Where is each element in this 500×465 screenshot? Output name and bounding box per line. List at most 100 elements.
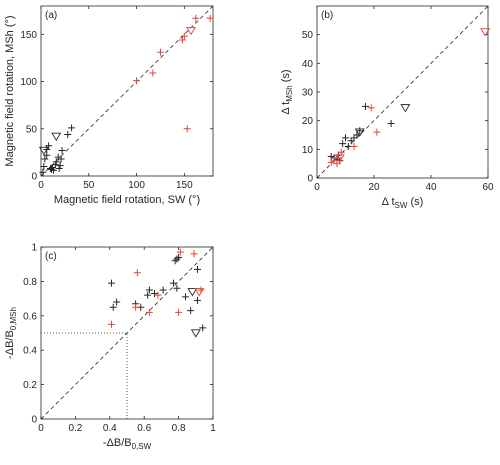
data-point-plus-red: [206, 14, 214, 22]
y-axis-label: Δ tMSh (s): [280, 69, 294, 114]
data-point-plus-red: [327, 158, 335, 166]
x-tick-label: 0.8: [172, 423, 186, 434]
x-tick-label: 60: [482, 182, 494, 193]
data-point-plus-black: [199, 324, 207, 332]
data-point-plus-red: [180, 32, 188, 40]
data-point-triangle-red: [334, 154, 345, 163]
data-point-plus-black: [51, 161, 59, 169]
data-point-plus-black: [194, 265, 202, 273]
y-tick-label: 0: [31, 172, 37, 183]
data-point-plus-black: [64, 130, 72, 138]
x-tick-label: 150: [176, 180, 193, 191]
y-tick-label: 100: [20, 77, 37, 88]
data-point-plus-black: [151, 289, 159, 297]
data-point-plus-black: [49, 166, 57, 174]
data-point-plus-red: [330, 157, 338, 165]
data-point-plus-black: [58, 147, 66, 154]
data-point-plus-black: [113, 298, 121, 306]
data-point-triangle-black: [400, 104, 411, 113]
data-point-plus-black: [68, 124, 76, 132]
data-point-triangle-red: [186, 26, 197, 36]
data-point-plus-red: [176, 248, 184, 256]
data-point-plus-black: [144, 291, 152, 299]
x-tick-label: 0.2: [68, 423, 82, 434]
x-tick-label: 0: [38, 423, 44, 434]
y-tick-label: 30: [302, 88, 314, 99]
data-point-triangle-red: [194, 288, 205, 297]
reference-line-diagonal: [316, 5, 489, 179]
reference-line-diagonal: [40, 5, 214, 177]
x-tick-label: 1: [210, 423, 216, 434]
y-tick-label: 0.2: [23, 380, 37, 391]
data-point-plus-black: [187, 307, 195, 315]
y-tick-label: 10: [302, 145, 314, 156]
x-tick-label: 0.4: [103, 423, 117, 434]
data-point-plus-red: [373, 128, 381, 136]
data-point-triangle-red: [480, 28, 491, 37]
data-point-plus-black: [108, 279, 116, 287]
y-tick-label: 20: [302, 116, 314, 127]
panel-label: (a): [45, 10, 57, 21]
x-tick-label: 0.6: [137, 423, 151, 434]
axes-frame: [40, 246, 214, 420]
y-tick-label: 50: [26, 124, 38, 135]
data-point-plus-red: [133, 77, 141, 85]
data-point-plus-red: [334, 154, 342, 162]
data-point-plus-red: [156, 48, 164, 56]
data-point-plus-black: [40, 163, 48, 171]
data-point-plus-black: [56, 162, 64, 170]
panel-label: (b): [321, 10, 333, 21]
reference-line-diagonal: [40, 246, 214, 420]
x-tick-label: 0: [314, 182, 320, 193]
data-point-plus-black: [356, 127, 364, 135]
y-tick-label: 0.4: [23, 346, 37, 357]
data-point-plus-black: [109, 303, 117, 311]
data-point-plus-black: [159, 286, 167, 294]
data-point-plus-black: [39, 168, 47, 176]
x-axis-label: Δ tSW (s): [382, 196, 424, 210]
data-point-plus-black: [339, 140, 347, 148]
data-point-plus-black: [173, 255, 181, 263]
data-point-plus-black: [175, 253, 183, 261]
y-tick-label: 40: [302, 59, 314, 70]
data-point-triangle-black: [38, 146, 49, 156]
data-point-plus-black: [173, 284, 181, 292]
x-tick-label: 20: [368, 182, 380, 193]
data-point-plus-black: [169, 279, 177, 287]
x-tick-label: 100: [128, 180, 145, 191]
data-point-plus-red: [149, 69, 157, 77]
data-point-plus-red: [178, 36, 186, 44]
y-axis-label: -ΔB/B0,MSh: [4, 307, 18, 359]
y-tick-label: 0.6: [23, 311, 37, 322]
data-point-plus-red: [192, 14, 200, 22]
y-tick-label: 1: [31, 243, 37, 254]
data-point-triangle-black: [187, 288, 198, 297]
y-axis-label: Magnetic field rotation, MSh (°): [4, 15, 16, 166]
data-point-plus-red: [108, 320, 116, 328]
data-point-plus-black: [342, 134, 349, 142]
data-point-plus-black: [361, 102, 369, 110]
data-point-plus-red: [190, 250, 198, 258]
data-point-plus-red: [154, 291, 162, 299]
data-point-plus-red: [132, 303, 140, 311]
data-point-plus-red: [145, 308, 153, 316]
data-point-plus-black: [194, 296, 202, 304]
panel-a: 0 50 100 150 0 50 100 150 (a) Magnetic field rota…: [4, 5, 214, 206]
data-point-plus-black: [387, 120, 395, 128]
data-point-plus-black: [347, 137, 355, 145]
y-tick-label: 0: [307, 174, 313, 185]
data-point-plus-black: [171, 257, 179, 265]
x-tick-label: 40: [425, 182, 437, 193]
x-tick-label: 0: [38, 180, 44, 191]
data-point-plus-red: [367, 104, 375, 112]
data-point-plus-black: [350, 134, 358, 142]
axes-frame: [40, 5, 214, 177]
y-tick-label: 150: [20, 30, 37, 41]
x-axis-label: Magnetic field rotation, SW (°): [54, 194, 200, 206]
panel-label: (c): [45, 251, 57, 262]
data-point-plus-red: [350, 142, 358, 150]
data-point-triangle-black: [354, 128, 365, 137]
panel-c: 0 0.2 0.4 0.6 0.8 1 0 0.2 0.4 0.6 0.8 1 (c) -ΔB/B0,SW…: [4, 243, 216, 452]
data-point-plus-black: [48, 165, 56, 173]
